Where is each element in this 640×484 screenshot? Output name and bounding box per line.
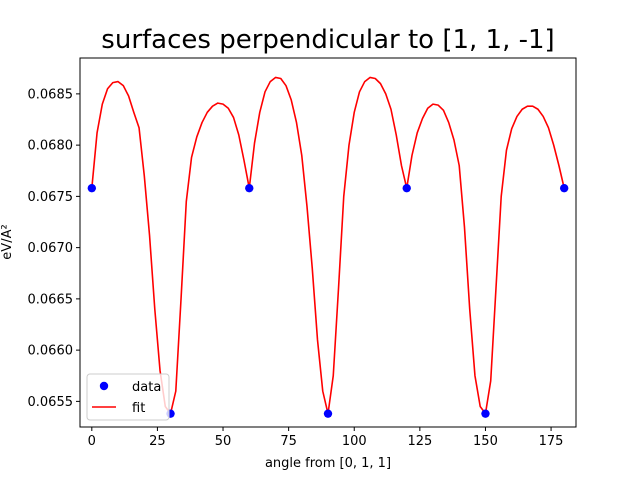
data-point [402, 183, 411, 193]
x-tick-label: 150 [473, 434, 498, 449]
axes-frame [79, 57, 577, 428]
data-point [323, 409, 333, 418]
x-tick-label: 100 [342, 434, 367, 449]
y-axis-label: eV/A² [0, 224, 15, 259]
y-tick-label: 0.0685 [28, 87, 74, 102]
data-point [245, 183, 254, 193]
y-tick-label: 0.0680 [28, 139, 74, 154]
x-tick-label: 0 [88, 434, 96, 449]
y-tick-label: 0.0675 [28, 190, 74, 205]
axes: 0 25 50 75 100 125 150 175 0.0655 0.0660 0.0665 0.0… [28, 57, 577, 449]
y-tick-label: 0.0655 [28, 395, 74, 410]
x-tick-label: 175 [539, 434, 564, 449]
legend-fit-label: fit [132, 401, 145, 416]
data-point [87, 183, 97, 193]
x-tick-label: 50 [215, 434, 232, 449]
x-tick-label: 75 [280, 434, 297, 449]
y-tick-label: 0.0660 [28, 344, 74, 359]
legend-data-label: data [132, 380, 161, 395]
x-axis-label: angle from [0, 1, 1] [265, 456, 391, 471]
plot-area [87, 76, 569, 418]
data-point [559, 183, 569, 193]
chart-title: surfaces perpendicular to [1, 1, -1] [101, 25, 554, 55]
legend: data fit [86, 373, 170, 421]
x-tick-label: 125 [407, 434, 432, 449]
data-point [481, 409, 490, 418]
legend-data-marker [99, 381, 109, 391]
y-tick-label: 0.0665 [28, 292, 74, 307]
y-tick-label: 0.0670 [28, 241, 74, 256]
x-tick-label: 25 [149, 434, 166, 449]
